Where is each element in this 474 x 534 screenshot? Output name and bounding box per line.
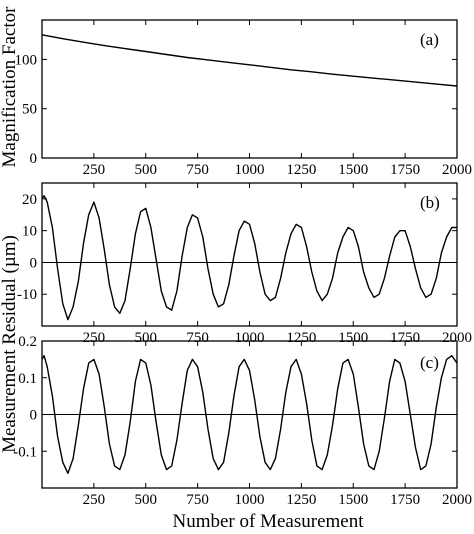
x-axis-title: Number of Measurement xyxy=(173,511,365,532)
y-tick-label: 20 xyxy=(22,192,37,208)
x-tick-label: 1000 xyxy=(235,162,265,178)
panel-1: 250 500 750 1000 1250 1500 1750 2000 -10 0 10 20 (b) xyxy=(17,182,472,346)
panel-label: (a) xyxy=(420,30,439,49)
panels: 250 500 750 1000 1250 1500 1750 2000050100(a)25… xyxy=(13,19,472,508)
y-tick-label: 0.2 xyxy=(18,334,37,350)
x-tick-label: 1000 xyxy=(235,492,265,508)
x-tick-label: 250 xyxy=(83,330,106,346)
y-tick-label: -0.1 xyxy=(13,444,37,460)
x-tick-label: 1750 xyxy=(390,162,420,178)
y-tick-label: 0 xyxy=(30,151,38,167)
x-tick-label: 1500 xyxy=(338,492,368,508)
y-tick-label: 100 xyxy=(15,52,38,68)
x-tick-label: 750 xyxy=(186,330,209,346)
x-tick-label: 2000 xyxy=(442,492,472,508)
x-tick-label: 750 xyxy=(186,492,209,508)
y-axis-title-bottom: Measurement Residual (µm) xyxy=(0,235,20,453)
panel-label: (c) xyxy=(420,353,439,372)
y-tick-label: -10 xyxy=(17,287,37,303)
y-axis-title-top: Magnification Factor xyxy=(0,6,20,168)
x-tick-label: 1250 xyxy=(286,492,316,508)
x-tick-label: 500 xyxy=(135,162,158,178)
x-tick-label: 750 xyxy=(186,162,209,178)
x-tick-label: 2000 xyxy=(442,162,472,178)
data-series-line-0 xyxy=(41,194,457,321)
y-tick-label: 50 xyxy=(22,102,37,118)
x-tick-label: 2000 xyxy=(442,330,472,346)
x-tick-label: 500 xyxy=(135,330,158,346)
y-tick-label: 10 xyxy=(22,224,37,240)
x-tick-label: 1250 xyxy=(286,330,316,346)
plot-frame xyxy=(41,182,458,327)
data-series-line-0 xyxy=(41,34,458,87)
x-tick-label: 1500 xyxy=(338,162,368,178)
y-tick-label: 0 xyxy=(30,255,38,271)
x-tick-label: 250 xyxy=(83,492,106,508)
x-tick-label: 1000 xyxy=(235,330,265,346)
x-tick-label: 1500 xyxy=(338,330,368,346)
x-tick-label: 500 xyxy=(135,492,158,508)
y-tick-label: 0.1 xyxy=(18,371,37,387)
plot-frame xyxy=(41,19,458,159)
x-tick-label: 1750 xyxy=(390,330,420,346)
panel-label: (b) xyxy=(420,193,440,212)
y-tick-label: 0 xyxy=(30,408,38,424)
panel-0: 250 500 750 1000 1250 1500 1750 2000 0 50 100 (a) xyxy=(15,19,472,178)
x-tick-label: 1750 xyxy=(390,492,420,508)
panel-2: 250 500 750 1000 1250 1500 1750 2000 -0.1 0 0.1 0.2… xyxy=(13,334,472,508)
x-tick-label: 1250 xyxy=(286,162,316,178)
x-tick-label: 250 xyxy=(83,162,106,178)
data-series-line-0 xyxy=(41,355,458,474)
